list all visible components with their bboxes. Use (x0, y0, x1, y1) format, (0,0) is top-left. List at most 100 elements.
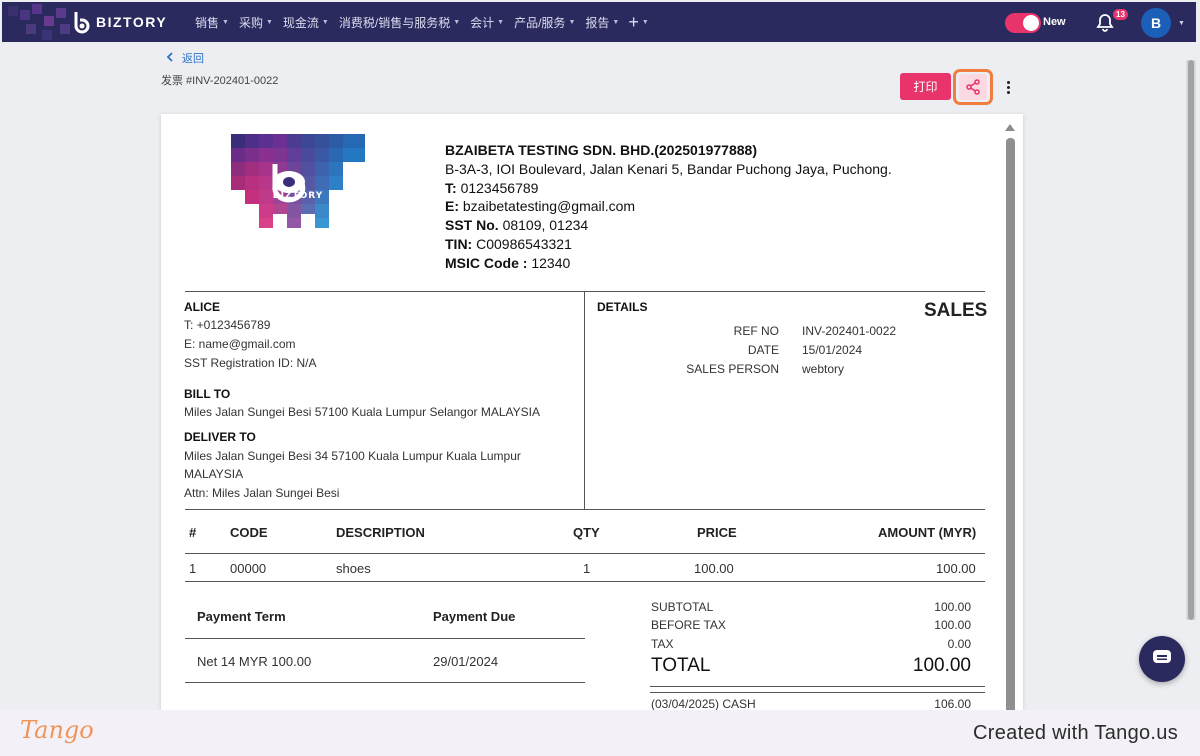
scrollbar-thumb[interactable] (1188, 60, 1194, 620)
before-tax-value: 100.00 (934, 618, 971, 632)
deliver-to-line2: MALAYSIA (184, 467, 244, 481)
deliver-to-label: DELIVER TO (184, 430, 256, 444)
email-label: E: (445, 198, 459, 215)
more-options-icon[interactable] (1001, 77, 1015, 97)
payment-due-header: Payment Due (433, 609, 516, 624)
biztory-mark-icon (72, 10, 92, 34)
company-tin: C00986543321 (476, 235, 572, 252)
menu-tax[interactable]: 消费税/销售与服务税 ▼ (334, 14, 465, 31)
menu-label: 会计 (470, 15, 495, 30)
menu-label: 报告 (585, 15, 610, 30)
cell-amount: 100.00 (936, 561, 976, 576)
divider (584, 291, 585, 510)
chevron-down-icon[interactable]: ▼ (1178, 20, 1185, 27)
bill-to-address: Miles Jalan Sungei Besi 57100 Kuala Lump… (184, 405, 540, 419)
chevron-down-icon: ▼ (641, 18, 649, 26)
document-type: SALES (924, 300, 988, 321)
share-icon (959, 74, 987, 100)
tango-footer: Tango Created with Tango.us (0, 710, 1200, 756)
col-description: DESCRIPTION (336, 525, 425, 540)
bill-to-label: BILL TO (184, 387, 231, 401)
chevron-down-icon: ▼ (265, 18, 273, 26)
chevron-down-icon: ▼ (612, 18, 620, 26)
chevron-down-icon: ▼ (321, 18, 329, 26)
menu-accounting[interactable]: 会计 ▼ (465, 14, 509, 31)
customer-sst: SST Registration ID: N/A (184, 356, 317, 370)
page-scrollbar[interactable] (1186, 60, 1196, 620)
user-avatar[interactable]: B (1141, 8, 1171, 38)
customer-email: E: name@gmail.com (184, 337, 296, 351)
chat-support-button[interactable] (1139, 636, 1185, 682)
invoice-document: BIZTORY BZAIBETA TESTING SDN. BHD.(20250… (161, 114, 1023, 714)
company-msic: 12340 (531, 254, 571, 271)
company-address: B-3A-3, IOI Boulevard, Jalan Kenari 5, B… (445, 160, 892, 177)
menu-label: 产品/服务 (514, 15, 566, 30)
date-label: DATE (747, 343, 779, 357)
total-label: TOTAL (651, 655, 711, 676)
menu-sales[interactable]: 销售 ▼ (190, 14, 234, 31)
brand-logo[interactable]: BIZTORY (72, 10, 167, 34)
salesperson-label: SALES PERSON (686, 362, 779, 376)
document-scrollbar[interactable] (1005, 124, 1016, 718)
col-num: # (189, 525, 197, 540)
cell-num: 1 (189, 561, 197, 576)
company-name: BZAIBETA TESTING SDN. BHD.(202501977888) (445, 142, 757, 158)
cell-description: shoes (336, 561, 371, 576)
subtotal-value: 100.00 (934, 600, 971, 614)
chevron-down-icon: ▼ (453, 18, 461, 26)
payment-term-value: Net 14 MYR 100.00 (197, 654, 312, 669)
col-qty: QTY (573, 525, 600, 540)
add-menu-button[interactable]: + ▼ (624, 12, 652, 33)
chevron-down-icon: ▼ (497, 18, 505, 26)
chevron-down-icon: ▼ (568, 18, 576, 26)
menu-label: 消费税/销售与服务税 (338, 15, 451, 30)
details-label: DETAILS (597, 300, 648, 314)
chevron-left-icon (166, 51, 174, 65)
deliver-attn: Attn: Miles Jalan Sungei Besi (184, 486, 340, 500)
msic-label: MSIC Code : (445, 254, 528, 271)
tax-value: 0.00 (947, 637, 971, 651)
divider (185, 509, 985, 510)
ref-no-value: INV-202401-0022 (802, 324, 897, 338)
menu-products[interactable]: 产品/服务 ▼ (509, 14, 580, 31)
payment-due-value: 29/01/2024 (433, 654, 499, 669)
menu-cashflow[interactable]: 现金流 ▼ (278, 14, 334, 31)
total-value: 100.00 (912, 655, 971, 676)
divider (185, 638, 585, 639)
date-value: 15/01/2024 (802, 343, 863, 357)
col-code: CODE (230, 525, 268, 540)
salesperson-value: webtory (802, 362, 845, 376)
new-ui-toggle[interactable] (1005, 13, 1041, 33)
company-logo: BIZTORY (231, 134, 365, 228)
menu-reports[interactable]: 报告 ▼ (580, 14, 624, 31)
top-navbar: BIZTORY 销售 ▼ 采购 ▼ 现金流 ▼ 消费税/销售与服务税 ▼ 会计 ▼ 产品/… (2, 2, 1196, 42)
plus-icon: + (628, 11, 639, 32)
company-info: BZAIBETA TESTING SDN. BHD.(202501977888)… (445, 141, 892, 273)
company-tel: 0123456789 (460, 179, 539, 196)
cell-price: 100.00 (694, 561, 734, 576)
col-price: PRICE (697, 525, 737, 540)
divider (185, 581, 985, 582)
subtotal-label: SUBTOTAL (651, 600, 714, 614)
payment-term-header: Payment Term (197, 609, 286, 624)
tel-label: T: (445, 179, 457, 196)
deliver-to-line1: Miles Jalan Sungei Besi 34 57100 Kuala L… (184, 449, 521, 463)
menu-purchase[interactable]: 采购 ▼ (234, 14, 278, 31)
scrollbar-thumb[interactable] (1006, 138, 1015, 718)
company-email: bzaibetatesting@gmail.com (462, 198, 636, 215)
chat-icon (1152, 649, 1172, 670)
created-with-text: Created with Tango.us (973, 722, 1178, 744)
back-link[interactable]: 返回 (166, 50, 204, 66)
divider (185, 682, 585, 683)
divider (185, 291, 985, 292)
share-button[interactable] (953, 69, 993, 105)
company-sst: 08109, 01234 (502, 217, 589, 234)
menu-label: 现金流 (282, 15, 319, 30)
scroll-up-arrow-icon[interactable] (1005, 124, 1015, 131)
divider (185, 553, 985, 554)
tin-label: TIN: (445, 235, 473, 252)
print-button[interactable]: 打印 (900, 73, 951, 100)
tax-label: TAX (651, 637, 674, 651)
bell-icon[interactable] (1095, 13, 1115, 33)
brand-name: BIZTORY (96, 14, 168, 30)
